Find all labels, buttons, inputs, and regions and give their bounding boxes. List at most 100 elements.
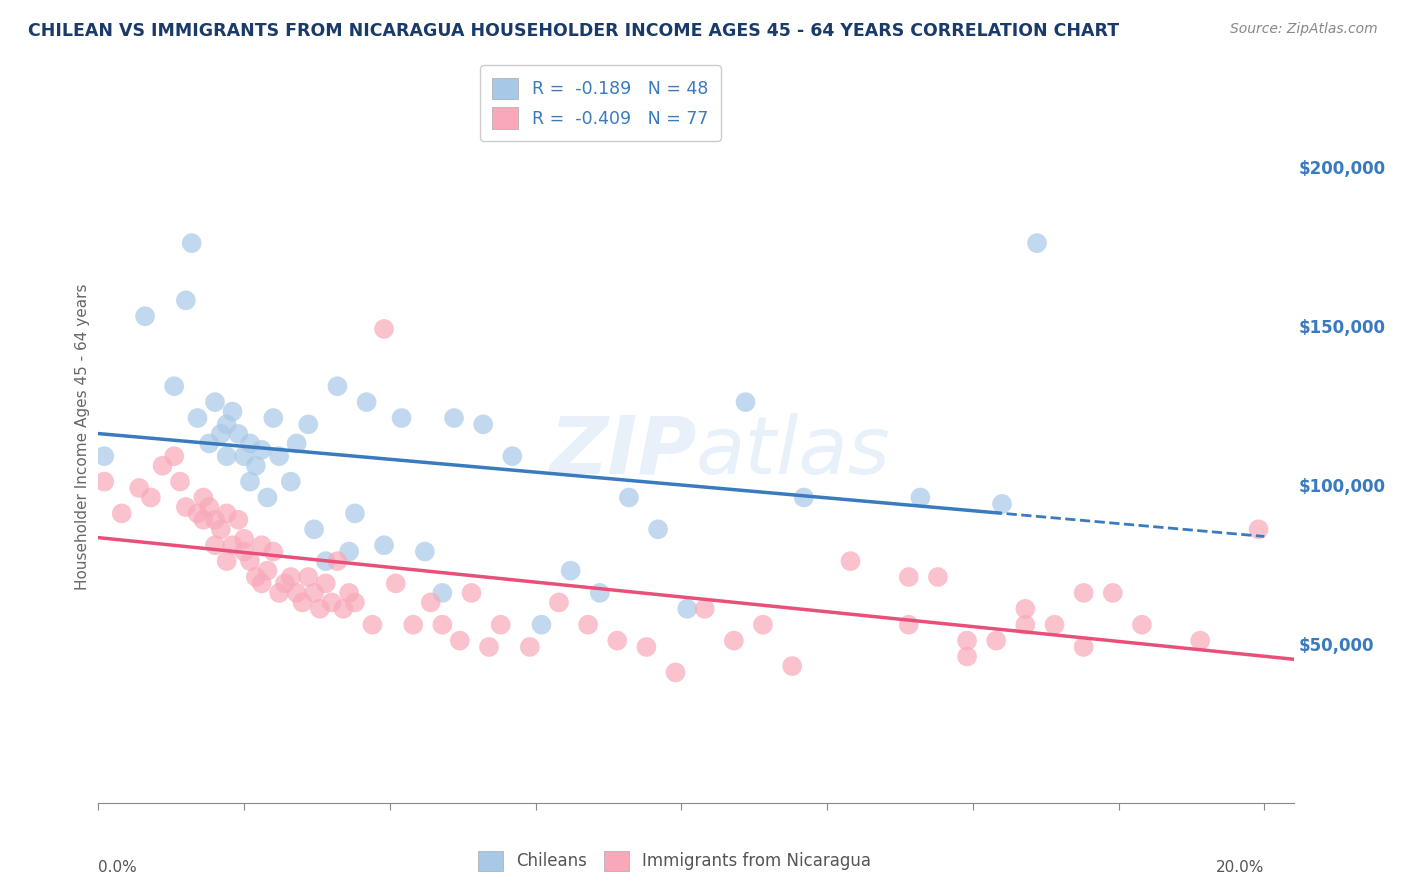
Point [186,411,208,425]
Point [152,458,174,473]
Point [548,595,571,609]
Point [198,436,221,450]
Point [256,491,278,505]
Point [186,507,208,521]
Legend: Chileans, Immigrants from Nicaragua: Chileans, Immigrants from Nicaragua [470,842,880,880]
Point [245,570,267,584]
Point [1073,640,1095,654]
Point [519,640,541,654]
Point [910,491,932,505]
Point [239,436,262,450]
Point [204,395,226,409]
Point [209,426,232,441]
Point [927,570,949,584]
Point [647,522,669,536]
Point [501,449,523,463]
Text: atlas: atlas [696,413,891,491]
Point [250,538,273,552]
Point [215,449,238,463]
Point [111,507,134,521]
Point [1101,586,1123,600]
Point [1130,617,1153,632]
Point [239,475,262,489]
Point [280,570,302,584]
Text: Source: ZipAtlas.com: Source: ZipAtlas.com [1230,22,1378,37]
Point [391,411,413,425]
Point [163,449,186,463]
Point [432,586,454,600]
Point [221,538,243,552]
Point [174,293,197,308]
Point [233,532,256,546]
Point [209,522,232,536]
Point [1043,617,1066,632]
Point [676,602,699,616]
Legend: R =  -0.189   N = 48, R =  -0.409   N = 77: R = -0.189 N = 48, R = -0.409 N = 77 [479,65,721,141]
Point [297,570,319,584]
Point [215,507,238,521]
Point [1189,633,1212,648]
Point [285,436,308,450]
Point [356,395,378,409]
Point [432,617,454,632]
Point [302,522,325,536]
Point [169,475,191,489]
Point [839,554,862,568]
Point [576,617,599,632]
Point [93,475,115,489]
Text: CHILEAN VS IMMIGRANTS FROM NICARAGUA HOUSEHOLDER INCOME AGES 45 - 64 YEARS CORRE: CHILEAN VS IMMIGRANTS FROM NICARAGUA HOU… [28,22,1119,40]
Point [337,544,360,558]
Point [297,417,319,432]
Point [606,633,628,648]
Point [419,595,441,609]
Point [373,538,395,552]
Point [793,491,815,505]
Point [269,449,291,463]
Point [1014,602,1036,616]
Point [239,554,262,568]
Point [343,507,366,521]
Point [193,513,215,527]
Point [449,633,471,648]
Point [530,617,553,632]
Point [250,442,273,457]
Point [460,586,482,600]
Point [262,411,284,425]
Point [723,633,745,648]
Point [1247,522,1270,536]
Point [163,379,186,393]
Point [269,586,291,600]
Point [315,554,337,568]
Point [1073,586,1095,600]
Point [215,554,238,568]
Point [204,513,226,527]
Point [315,576,337,591]
Point [180,236,202,251]
Point [897,617,920,632]
Point [215,417,238,432]
Point [228,513,250,527]
Point [664,665,686,680]
Point [897,570,920,584]
Point [443,411,465,425]
Point [956,649,979,664]
Point [233,449,256,463]
Point [228,426,250,441]
Point [280,475,302,489]
Point [478,640,501,654]
Point [128,481,150,495]
Text: ZIP: ZIP [548,413,696,491]
Point [752,617,775,632]
Point [343,595,366,609]
Point [361,617,384,632]
Point [174,500,197,514]
Point [636,640,658,654]
Point [1026,236,1049,251]
Point [986,633,1008,648]
Point [285,586,308,600]
Point [193,491,215,505]
Point [262,544,284,558]
Point [489,617,512,632]
Point [560,564,582,578]
Point [221,404,243,418]
